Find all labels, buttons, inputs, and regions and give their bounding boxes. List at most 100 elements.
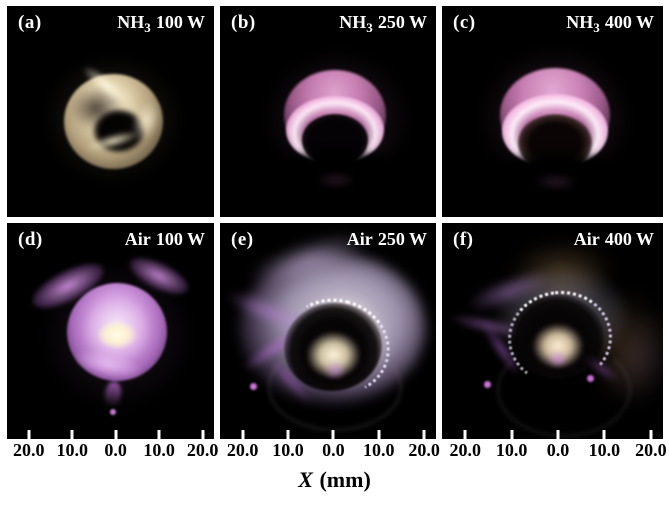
tick-label: 20.0 [449, 440, 481, 460]
warm-glow [295, 293, 390, 388]
plasma-glow [265, 51, 410, 186]
gas-subscript: 3 [593, 20, 600, 35]
tick-label-strip-middle: 20.0 10.0 0.0 10.0 20.0 [220, 439, 440, 465]
axis-tick [556, 430, 560, 439]
amber-glow-right [592, 293, 662, 403]
x-axis-symbol: X [298, 467, 313, 492]
gas-name: NH [566, 12, 594, 32]
panel-tag: (d) [18, 229, 43, 250]
panel-grid: (a) NH3 100 W (b) NH3 250 W [7, 6, 663, 439]
dark-cavity [510, 295, 604, 379]
gas-name: Air [573, 229, 600, 249]
plasma-wing-left [26, 254, 110, 318]
power-value: 250 W [377, 12, 427, 32]
bright-crescent [286, 96, 384, 164]
reflection-glow [534, 176, 578, 188]
axis-tick [422, 430, 426, 439]
plasma-cloud [240, 253, 425, 403]
plasma-photo-nh3-250w [220, 6, 436, 217]
axis-tick [157, 430, 161, 439]
tick-label: 10.0 [143, 440, 175, 460]
axis-tick [114, 430, 118, 439]
plasma-wing-left [465, 264, 554, 318]
gas-subscript: 3 [366, 20, 373, 35]
gas-name: NH [117, 12, 145, 32]
tick-label-strip-right: 20.0 10.0 0.0 10.0 20.0 [442, 439, 666, 465]
violet-core [324, 361, 346, 379]
photo-panel-d: (d) Air 100 W [7, 223, 214, 439]
bright-swirl [84, 126, 142, 156]
plasma-dome [284, 70, 386, 160]
tick-label: 0.0 [546, 440, 570, 460]
crucible-outline [497, 343, 631, 437]
dark-cavity [93, 109, 145, 153]
condition-label: NH3 100 W [117, 12, 205, 36]
tick-label: 20.0 [226, 440, 259, 460]
dark-cavity [518, 114, 592, 172]
panel-tag: (b) [231, 12, 256, 33]
bright-rim [126, 97, 166, 145]
axis-tick [70, 430, 74, 439]
plasma-photo-air-250w [220, 223, 436, 439]
plasma-veil [79, 295, 155, 367]
plasma-photo-air-100w [7, 223, 214, 439]
plasma-filament [479, 321, 525, 379]
plasma-filament [223, 284, 315, 340]
gas-name: Air [346, 229, 373, 249]
x-axis-tick-labels: 20.0 10.0 0.0 10.0 20.0 20.0 10.0 0.0 10… [0, 439, 669, 465]
gas-name: Air [124, 229, 151, 249]
tick-label: 20.0 [186, 440, 219, 460]
plasma-spark [484, 381, 491, 388]
axis-tick [201, 430, 205, 439]
shadow-patch [69, 86, 124, 131]
panel-tag: (c) [453, 12, 476, 33]
photo-panel-c: (c) NH3 400 W [442, 6, 663, 217]
axis-tick [602, 430, 606, 439]
axis-tick [649, 430, 653, 439]
plasma-spark [587, 375, 594, 382]
tick-label: 20.0 [635, 440, 667, 460]
crucible-sphere [64, 74, 163, 169]
plasma-glow [42, 263, 192, 408]
axis-tick [510, 430, 514, 439]
plasma-tail [103, 380, 123, 408]
axis-tick [463, 430, 467, 439]
power-value: 100 W [155, 229, 205, 249]
tick-label: 0.0 [322, 440, 345, 460]
plasma-spark [110, 409, 116, 415]
power-value: 100 W [155, 12, 205, 32]
plasma-photo-air-400w [442, 223, 663, 439]
tick-label: 10.0 [363, 440, 395, 460]
crucible-outline [268, 343, 402, 431]
condition-label: NH3 400 W [566, 12, 654, 36]
photo-panel-b: (b) NH3 250 W [220, 6, 436, 217]
gas-name: NH [339, 12, 367, 32]
violet-core [548, 351, 568, 367]
tick-label: 10.0 [495, 440, 528, 460]
plasma-filament [264, 353, 316, 407]
tick-label: 20.0 [12, 440, 45, 460]
axis-tick [241, 430, 245, 439]
bright-swirl [78, 61, 136, 111]
axis-tick [331, 430, 335, 439]
condition-label: Air 400 W [574, 229, 654, 253]
sparkle-ring [503, 285, 617, 391]
power-value: 400 W [604, 229, 654, 249]
panel-tag: (e) [231, 229, 254, 250]
photo-panel-f: (f) Air 400 W [442, 223, 663, 439]
plasma-cloud [497, 268, 627, 363]
plasma-filament [239, 322, 307, 376]
tick-label: 0.0 [104, 440, 127, 460]
reflection-glow [316, 174, 356, 186]
photo-panel-e: (e) Air 250 W [220, 223, 436, 439]
plasma-dome [500, 68, 610, 162]
axis-tick [27, 430, 31, 439]
panel-tag: (a) [18, 12, 42, 33]
plasma-filament [449, 309, 531, 343]
bright-rim [71, 344, 145, 384]
dark-cavity [278, 296, 388, 398]
hot-core [97, 321, 137, 349]
plasma-bowl [67, 283, 167, 381]
condition-label: Air 250 W [347, 229, 427, 253]
sparkle-arc [271, 287, 401, 407]
